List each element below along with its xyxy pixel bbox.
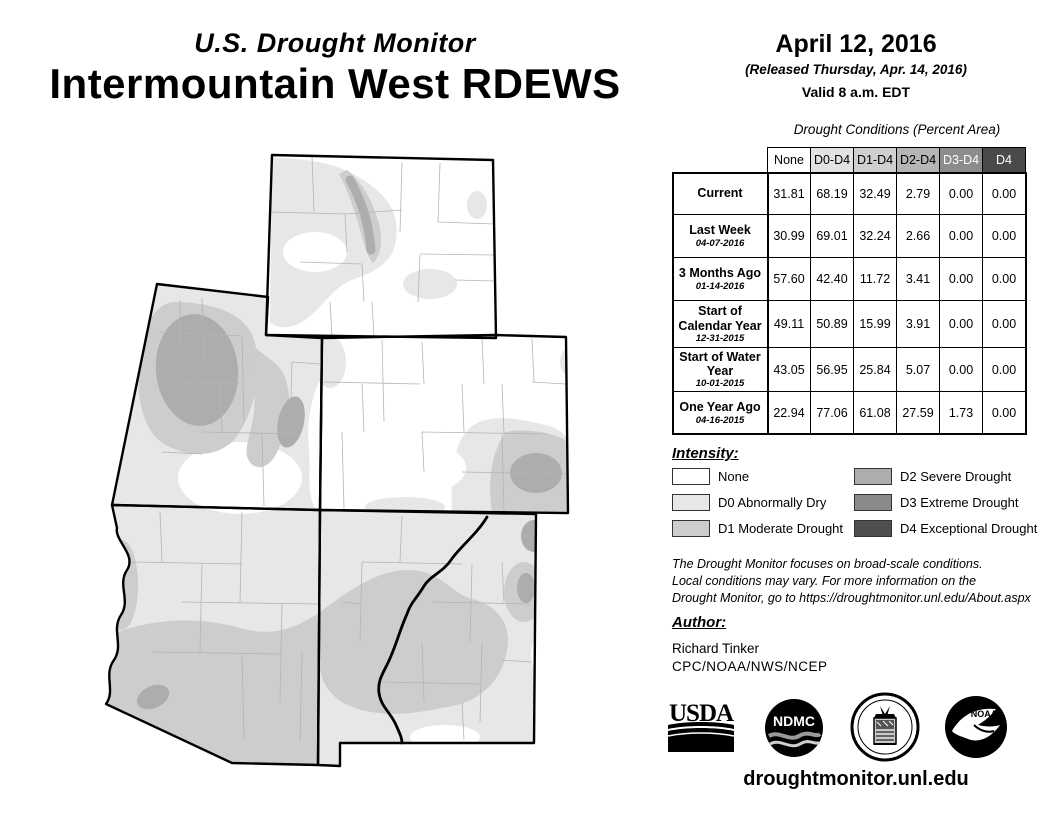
table-cell: 5.07	[896, 347, 940, 392]
table-cell: 0.00	[982, 347, 1026, 392]
table-cell: 0.00	[939, 172, 983, 215]
drought-map	[104, 153, 570, 768]
table-cell: 0.00	[939, 257, 983, 301]
column-header-d2-d4: D2-D4	[896, 147, 940, 173]
column-header-d3-d4: D3-D4	[939, 147, 983, 173]
rio-grande-river-line	[377, 515, 489, 745]
table-cell: 3.91	[896, 300, 940, 348]
table-cell: 25.84	[853, 347, 897, 392]
state-outline-colorado	[318, 333, 570, 515]
column-header-none: None	[767, 147, 811, 173]
release-date: (Released Thursday, Apr. 14, 2016)	[745, 62, 967, 77]
table-cell: 57.60	[767, 257, 811, 301]
table-cell: 0.00	[939, 347, 983, 392]
state-outline-arizona	[104, 503, 322, 767]
table-row-last-week: Last Week 04-07-2016 30.99 69.01 32.24 2.…	[672, 214, 1026, 258]
row-label: Last Week 04-07-2016	[672, 214, 768, 258]
commerce-seal-logo	[850, 692, 920, 762]
table-cell: 68.19	[810, 172, 854, 215]
table-cell: 27.59	[896, 391, 940, 435]
table-row-current: Current 31.81 68.19 32.49 2.79 0.00 0.00	[672, 172, 1026, 215]
legend-swatch-d4	[854, 520, 892, 537]
disclaimer-text: The Drought Monitor focuses on broad-sca…	[672, 557, 1031, 605]
agency-logos: USDA NDMC NOAA	[656, 692, 1056, 762]
table-header-row: None D0-D4 D1-D4 D2-D4 D3-D4 D4	[672, 147, 1026, 173]
svg-text:NDMC: NDMC	[773, 713, 815, 729]
legend-swatch-d3	[854, 494, 892, 511]
table-row-3-months-ago: 3 Months Ago 01-14-2016 57.60 42.40 11.72…	[672, 257, 1026, 301]
row-label: One Year Ago 04-16-2015	[672, 391, 768, 435]
table-cell: 31.81	[767, 172, 811, 215]
author-heading: Author:	[672, 614, 727, 631]
table-cell: 11.72	[853, 257, 897, 301]
table-cell: 42.40	[810, 257, 854, 301]
table-cell: 2.79	[896, 172, 940, 215]
legend-swatch-none	[672, 468, 710, 485]
column-header-d1-d4: D1-D4	[853, 147, 897, 173]
table-cell: 0.00	[982, 214, 1026, 258]
table-cell: 49.11	[767, 300, 811, 348]
table-cell: 43.05	[767, 347, 811, 392]
map-date: April 12, 2016	[775, 30, 937, 58]
author-org: CPC/NOAA/NWS/NCEP	[672, 659, 828, 674]
table-cell: 56.95	[810, 347, 854, 392]
noaa-logo: NOAA	[945, 696, 1007, 758]
table-cell: 69.01	[810, 214, 854, 258]
table-cell: 22.94	[767, 391, 811, 435]
state-outline-wyoming	[264, 153, 498, 340]
valid-time: Valid 8 a.m. EDT	[801, 84, 911, 100]
table-cell: 50.89	[810, 300, 854, 348]
county-boundaries	[131, 156, 567, 743]
info-panel: April 12, 2016 (Released Thursday, Apr. …	[656, 0, 1056, 816]
legend-swatch-d0	[672, 494, 710, 511]
table-cell: 1.73	[939, 391, 983, 435]
legend-swatch-d1	[672, 520, 710, 537]
table-cell: 0.00	[982, 391, 1026, 435]
legend-swatch-d2	[854, 468, 892, 485]
row-label: Start of Calendar Year 12-31-2015	[672, 300, 768, 348]
table-cell: 0.00	[939, 214, 983, 258]
table-title: Drought Conditions (Percent Area)	[793, 122, 1001, 137]
column-header-d0-d4: D0-D4	[810, 147, 854, 173]
table-cell: 32.24	[853, 214, 897, 258]
map-supertitle: U.S. Drought Monitor	[194, 28, 476, 58]
table-cell: 3.41	[896, 257, 940, 301]
table-cell: 77.06	[810, 391, 854, 435]
table-cell: 0.00	[982, 300, 1026, 348]
table-cell: 15.99	[853, 300, 897, 348]
row-label: 3 Months Ago 01-14-2016	[672, 257, 768, 301]
row-label: Current	[672, 172, 768, 215]
column-header-d4: D4	[982, 147, 1026, 173]
table-row-start-of-water-year: Start of Water Year 10-01-2015 43.05 56.9…	[672, 347, 1026, 392]
svg-text:NOAA: NOAA	[971, 709, 998, 719]
usda-logo: USDA	[668, 700, 734, 752]
table-cell: 2.66	[896, 214, 940, 258]
drought-conditions-table: None D0-D4 D1-D4 D2-D4 D3-D4 D4 Current …	[672, 147, 1026, 435]
state-outline-new-mexico	[316, 508, 538, 768]
table-row-one-year-ago: One Year Ago 04-16-2015 22.94 77.06 61.08…	[672, 391, 1026, 435]
table-cell: 0.00	[939, 300, 983, 348]
table-row-start-of-calendar-year: Start of Calendar Year 12-31-2015 49.11 5…	[672, 300, 1026, 348]
legend-title: Intensity:	[672, 445, 739, 462]
table-cell: 0.00	[982, 257, 1026, 301]
table-cell: 32.49	[853, 172, 897, 215]
table-cell: 0.00	[982, 172, 1026, 215]
row-label: Start of Water Year 10-01-2015	[672, 347, 768, 392]
table-cell: 30.99	[767, 214, 811, 258]
table-cell: 61.08	[853, 391, 897, 435]
table-corner-cell	[672, 147, 768, 173]
page-title: Intermountain West RDEWS	[49, 60, 621, 107]
ndmc-logo: NDMC	[765, 699, 823, 757]
website-url: droughtmonitor.unl.edu	[743, 768, 969, 790]
author-name: Richard Tinker	[672, 641, 760, 656]
